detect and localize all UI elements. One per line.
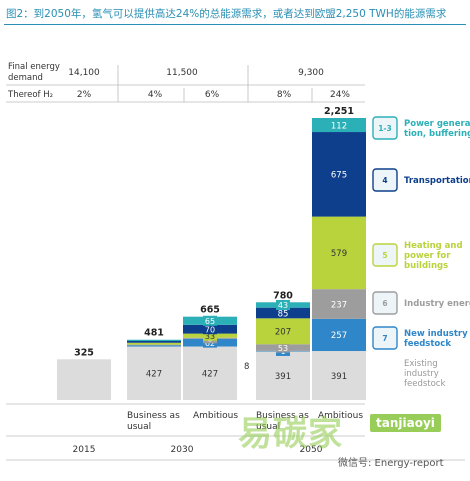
legend-label: power for (404, 251, 451, 261)
watermark-account: 微信号: Energy-report (338, 458, 444, 469)
watermark-badge: tanjiaoyi (370, 414, 441, 432)
header-label: demand (8, 73, 43, 83)
legend-label: Heating and (404, 241, 463, 251)
data-label: 65 (205, 317, 215, 326)
category-label: Business as (127, 411, 180, 421)
data-label-outside: 8 (244, 362, 249, 372)
title-divider (4, 24, 466, 25)
legend-label: feedstock (404, 339, 451, 349)
data-label: 207 (275, 328, 291, 338)
data-label-box (203, 315, 217, 326)
data-label: 675 (331, 171, 347, 181)
bar-total: 2,251 (324, 106, 354, 117)
category-label: Ambitious (193, 411, 238, 421)
data-label: 257 (331, 331, 347, 341)
group-label: 2050 (300, 445, 323, 455)
chart-title: 图2：到2050年，氢气可以提供高达24%的总能源需求，或者达到欧盟2,250 … (6, 8, 447, 20)
bar-segment (312, 216, 366, 290)
watermark-logo-text: 易碳家 (238, 414, 343, 454)
legend-icon-number: 1-3 (378, 124, 392, 133)
category-label: usual (256, 422, 280, 432)
category-label: Business as (256, 411, 309, 421)
bar-segment (127, 339, 181, 341)
bar-segment (312, 132, 366, 217)
data-label: 112 (331, 121, 347, 131)
legend-icon (372, 291, 398, 315)
group-label: 2030 (171, 445, 194, 455)
header-value: 8% (277, 90, 292, 100)
watermark: 易碳家 tanjiaoyi 微信号: Energy-report (238, 402, 463, 472)
bar-segment (312, 351, 366, 400)
data-label: 43 (278, 301, 288, 310)
data-label: 391 (331, 372, 347, 382)
data-label: 237 (331, 300, 347, 310)
data-label-box (203, 324, 217, 335)
header-value: 2% (77, 90, 92, 100)
group-label: 2015 (73, 445, 96, 455)
legend-icon (372, 116, 398, 140)
data-label-box (276, 342, 290, 353)
bar-segment (183, 346, 237, 400)
bar-total: 665 (200, 305, 220, 316)
header-label: Thereof H₂ (7, 90, 53, 100)
bar-total: 325 (74, 347, 94, 358)
data-label: 70 (205, 325, 215, 334)
legend-label: Existing (404, 359, 438, 369)
header-value: 11,500 (166, 68, 198, 78)
bar-segment (127, 340, 181, 343)
data-label: 53 (278, 344, 288, 353)
legend-icon-number: 4 (382, 176, 387, 185)
legend-icon-number: 6 (382, 299, 387, 308)
bar-segment (256, 351, 310, 400)
legend-label: Power genera- (404, 119, 470, 129)
header-value: 6% (205, 90, 220, 100)
category-label: Ambitious (318, 411, 363, 421)
bar-segment (127, 344, 181, 346)
header-value: 24% (330, 90, 350, 100)
header-label: Final energy (8, 62, 60, 72)
legend-icon (372, 326, 398, 350)
bar-total: 780 (273, 290, 293, 301)
bar-segment (256, 318, 310, 345)
bar-segment (256, 307, 310, 319)
legend-icon (372, 168, 398, 192)
bar-segment (127, 342, 181, 345)
legend-label: feedstock (404, 379, 445, 389)
header-value: 14,100 (68, 68, 100, 78)
bar-segment (127, 346, 181, 400)
data-label: 62 (205, 339, 215, 348)
bar-segment (127, 345, 181, 347)
legend-label: Transportation (404, 176, 470, 186)
legend-icon-number: 5 (382, 251, 387, 260)
header-value: 4% (148, 90, 163, 100)
legend-label: Industry energy (404, 299, 470, 309)
legend-label: industry (404, 369, 439, 379)
legend-label: tion, buffering (404, 129, 470, 139)
data-label: 579 (331, 249, 347, 259)
data-label: 427 (146, 370, 162, 380)
bar-segment (312, 289, 366, 319)
legend-icon-number: 7 (382, 334, 387, 343)
data-label: 33 (205, 332, 215, 341)
bar-segment (57, 359, 111, 400)
data-label: 427 (202, 370, 218, 380)
legend-label: buildings (404, 261, 448, 271)
header-value: 9,300 (298, 68, 324, 78)
legend-label: New industry (404, 329, 468, 339)
data-label: 391 (275, 372, 291, 382)
data-label: 85 (278, 309, 289, 319)
bar-total: 481 (144, 328, 164, 339)
legend-icon (372, 243, 398, 267)
data-label-box (276, 299, 290, 310)
data-label-box (203, 330, 217, 341)
bar-segment (312, 118, 366, 133)
category-label: usual (127, 422, 151, 432)
bar-segment (312, 318, 366, 352)
